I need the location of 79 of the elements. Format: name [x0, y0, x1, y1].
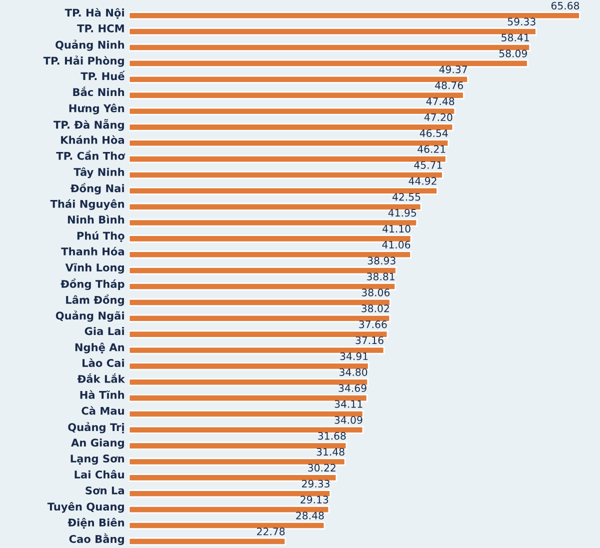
y-tick-label: Quảng Ngãi [56, 310, 124, 322]
bar [129, 314, 391, 322]
bar [129, 186, 438, 195]
bar [129, 202, 422, 211]
data-label: 34.69 [338, 384, 366, 392]
data-label: 29.33 [302, 480, 330, 488]
data-label: 31.68 [318, 432, 346, 440]
data-label: 65.68 [551, 2, 580, 10]
y-tick-label: Vĩnh Long [65, 263, 124, 274]
y-tick-label: Tuyên Quang [47, 502, 124, 513]
y-tick-label: Điện Biên [68, 518, 124, 529]
data-label: 58.41 [502, 34, 529, 42]
y-tick-label: Lai Châu [74, 470, 124, 479]
data-label: 42.55 [392, 193, 420, 201]
data-label: 38.81 [367, 272, 394, 280]
data-label: 29.13 [300, 496, 328, 504]
bar [129, 426, 364, 434]
y-tick-label: Cao Bằng [69, 533, 124, 546]
y-tick-label: Sơn La [86, 486, 124, 494]
bar [129, 298, 391, 306]
y-tick-label: Phú Thọ [77, 231, 124, 242]
data-label: 47.48 [426, 97, 454, 106]
y-tick-label: Hà Tĩnh [80, 390, 124, 399]
y-tick-label: Lào Cai [82, 358, 124, 367]
bar [129, 75, 469, 84]
y-tick-label: TP. Hà Nội [64, 8, 124, 19]
bar [129, 59, 528, 68]
y-tick-label: Bắc Ninh [73, 86, 124, 96]
bar [129, 330, 388, 338]
data-label: 37.16 [356, 336, 384, 344]
data-label: 41.95 [388, 209, 416, 217]
y-tick-label: Tây Ninh [74, 167, 124, 178]
data-label: 44.92 [408, 177, 436, 185]
bar [129, 537, 286, 546]
y-tick-label: Lạng Sơn [70, 454, 124, 465]
bar [129, 91, 464, 100]
data-label: 28.48 [296, 512, 324, 520]
y-tick-label: Đồng Tháp [60, 278, 124, 290]
data-label: 38.93 [368, 256, 396, 264]
data-label: 58.09 [499, 50, 527, 58]
data-label: 48.76 [435, 82, 463, 90]
y-tick-label: Thanh Hóa [61, 246, 124, 256]
data-label: 45.71 [414, 161, 442, 169]
data-label: 46.21 [418, 145, 446, 153]
y-tick-label: Ninh Bình [68, 214, 124, 224]
y-tick-label: Đắk Lắk [77, 373, 126, 383]
y-tick-label: TP. Cần Thơ [56, 150, 126, 160]
y-tick-label: Đồng Nai [70, 182, 124, 194]
y-tick-label: Khánh Hòa [61, 135, 124, 144]
y-tick-label: Quảng Trị [68, 422, 124, 434]
y-tick-label: Quảng Ninh [56, 40, 124, 51]
data-label: 34.09 [334, 416, 362, 424]
y-tick-label: TP. HCM [77, 24, 124, 32]
y-tick-label: Lâm Đồng [66, 294, 124, 306]
data-label: 34.91 [340, 352, 368, 360]
data-label: 34.80 [340, 368, 368, 376]
data-label: 31.48 [316, 448, 344, 456]
y-tick-label: An Giang [71, 438, 124, 449]
data-label: 47.20 [424, 113, 452, 122]
y-tick-label: Thái Nguyên [50, 199, 124, 210]
y-tick-label: TP. Đà Nẵng [54, 119, 124, 131]
data-label: 30.22 [308, 464, 336, 472]
y-tick-label: Nghệ An [75, 342, 124, 354]
data-label: 37.66 [359, 320, 387, 328]
data-label: 59.33 [508, 18, 536, 26]
y-tick-label: Hưng Yên [69, 104, 124, 114]
data-label: 34.11 [334, 400, 362, 408]
data-label: 46.54 [420, 129, 448, 138]
y-tick-label: TP. Huế [80, 70, 125, 80]
data-label: 38.06 [362, 288, 390, 296]
data-label: 41.06 [382, 240, 410, 249]
y-tick-label: Cà Mau [82, 406, 124, 415]
y-tick-label: Gia Lai [84, 326, 124, 336]
data-label: 49.37 [439, 66, 467, 74]
data-label: 22.78 [257, 528, 285, 536]
data-label: 41.10 [382, 224, 410, 233]
y-tick-label: TP. Hải Phòng [43, 56, 124, 67]
data-label: 38.02 [362, 304, 389, 312]
bar [129, 442, 348, 450]
